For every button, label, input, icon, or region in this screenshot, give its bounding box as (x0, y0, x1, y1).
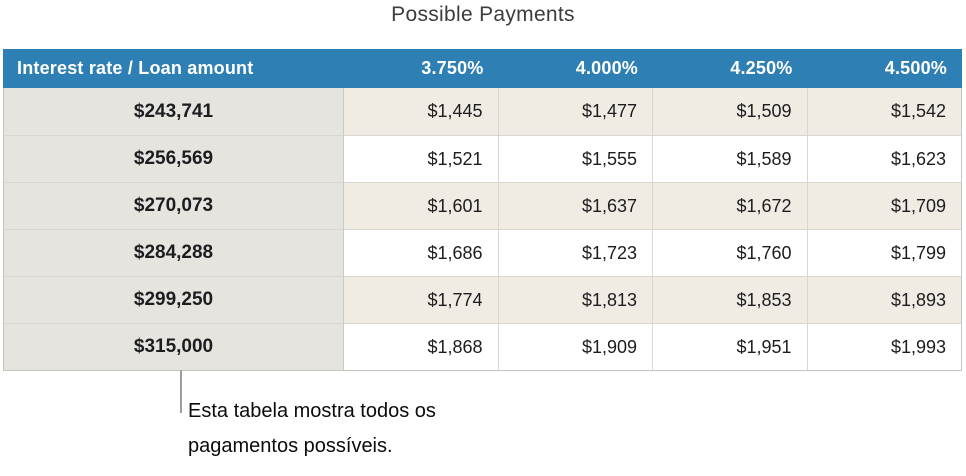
header-cell-loan-amount[interactable]: Interest rate / Loan amount (17, 58, 254, 78)
payment-cell[interactable]: $1,686 (344, 229, 498, 276)
header-cell-rate-4000[interactable]: 4.000% (575, 58, 638, 78)
table-row: $270,073 $1,601 $1,637 $1,672 $1,709 (4, 182, 961, 229)
callout-text: Esta tabela mostra todos os pagamentos p… (188, 394, 436, 464)
payment-cell[interactable]: $1,542 (806, 88, 961, 135)
payment-cell[interactable]: $1,445 (344, 88, 498, 135)
table-row: $256,569 $1,521 $1,555 $1,589 $1,623 (4, 135, 961, 182)
table-header-row: Interest rate / Loan amount 3.750% 4.000… (3, 49, 962, 88)
payment-cell[interactable]: $1,709 (806, 182, 961, 229)
payment-cell[interactable]: $1,623 (806, 135, 961, 182)
payment-cell[interactable]: $1,521 (344, 135, 498, 182)
payment-cell[interactable]: $1,868 (344, 323, 498, 370)
header-cell-rate-3750[interactable]: 3.750% (421, 58, 484, 78)
payment-cell[interactable]: $1,813 (497, 276, 652, 323)
loan-amount-cell[interactable]: $299,250 (4, 276, 344, 323)
payment-cell[interactable]: $1,509 (652, 88, 807, 135)
possible-payments-table: Interest rate / Loan amount 3.750% 4.000… (3, 49, 962, 371)
payment-cell[interactable]: $1,951 (652, 323, 807, 370)
table-row: $284,288 $1,686 $1,723 $1,760 $1,799 (4, 229, 961, 276)
payment-cell[interactable]: $1,601 (344, 182, 498, 229)
loan-amount-cell[interactable]: $270,073 (4, 182, 344, 229)
payment-cell[interactable]: $1,723 (497, 229, 652, 276)
payment-cell[interactable]: $1,909 (497, 323, 652, 370)
payment-cell[interactable]: $1,637 (497, 182, 652, 229)
payment-cell[interactable]: $1,799 (806, 229, 961, 276)
payment-cell[interactable]: $1,774 (344, 276, 498, 323)
table-row: $243,741 $1,445 $1,477 $1,509 $1,542 (4, 88, 961, 135)
payment-cell[interactable]: $1,589 (652, 135, 807, 182)
callout-text-line: Esta tabela mostra todos os (188, 400, 436, 422)
header-cell-rate-4500[interactable]: 4.500% (884, 58, 947, 78)
payment-cell[interactable]: $1,672 (652, 182, 807, 229)
callout-connector-line (180, 370, 182, 413)
loan-amount-cell[interactable]: $284,288 (4, 229, 344, 276)
payment-cell[interactable]: $1,555 (497, 135, 652, 182)
callout-text-line: pagamentos possíveis. (188, 435, 393, 457)
payment-cell[interactable]: $1,477 (497, 88, 652, 135)
table-title: Possible Payments (391, 3, 575, 26)
payment-cell[interactable]: $1,853 (652, 276, 807, 323)
loan-amount-cell[interactable]: $243,741 (4, 88, 344, 135)
loan-amount-cell[interactable]: $315,000 (4, 323, 344, 370)
payment-cell[interactable]: $1,893 (806, 276, 961, 323)
table-row: $299,250 $1,774 $1,813 $1,853 $1,893 (4, 276, 961, 323)
payment-cell[interactable]: $1,760 (652, 229, 807, 276)
table-row: $315,000 $1,868 $1,909 $1,951 $1,993 (4, 323, 961, 370)
header-cell-rate-4250[interactable]: 4.250% (730, 58, 793, 78)
payment-cell[interactable]: $1,993 (806, 323, 961, 370)
loan-amount-cell[interactable]: $256,569 (4, 135, 344, 182)
